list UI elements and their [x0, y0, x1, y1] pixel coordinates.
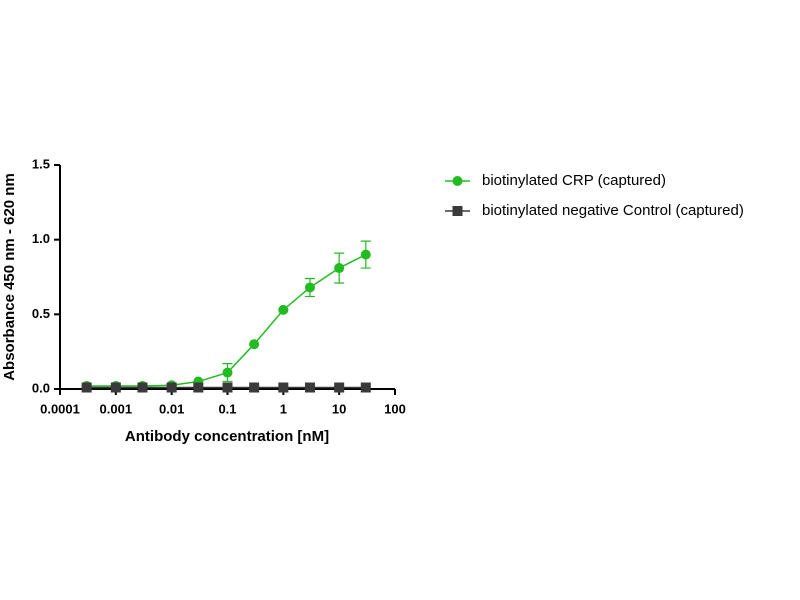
x-tick-label: 0.001 [100, 401, 133, 416]
series-line [86, 253, 367, 387]
x-tick-label: 1 [280, 401, 287, 416]
legend-marker [452, 206, 463, 216]
data-point [81, 382, 92, 393]
data-point [222, 367, 233, 378]
data-point [304, 382, 315, 393]
data-point [278, 304, 289, 315]
x-tick-label: 10 [332, 401, 346, 416]
y-tick-label: 1.0 [32, 231, 50, 246]
data-point [137, 382, 148, 393]
x-tick-label: 100 [384, 401, 406, 416]
data-point [334, 263, 345, 274]
legend-text: biotinylated negative Control (captured) [482, 202, 744, 219]
data-point [278, 382, 289, 393]
legend-text: biotinylated CRP (captured) [482, 172, 666, 189]
y-tick-label: 0.0 [32, 380, 50, 395]
data-point [193, 382, 204, 393]
data-point [249, 382, 260, 393]
data-point [334, 382, 345, 393]
x-tick-label: 0.1 [218, 401, 236, 416]
data-point [360, 382, 371, 393]
y-tick-label: 1.5 [32, 156, 50, 171]
y-axis-title: Absorbance 450 nm - 620 nm [1, 173, 18, 381]
x-tick-label: 0.01 [159, 401, 184, 416]
y-tick-label: 0.5 [32, 306, 50, 321]
data-point [110, 382, 121, 393]
data-point [222, 382, 233, 393]
x-tick-label: 0.0001 [40, 401, 80, 416]
data-point [249, 339, 260, 350]
data-point [304, 282, 315, 293]
data-point [166, 382, 177, 393]
data-point [360, 249, 371, 260]
legend-marker [452, 176, 463, 186]
x-axis-title: Antibody concentration [nM] [125, 428, 329, 445]
